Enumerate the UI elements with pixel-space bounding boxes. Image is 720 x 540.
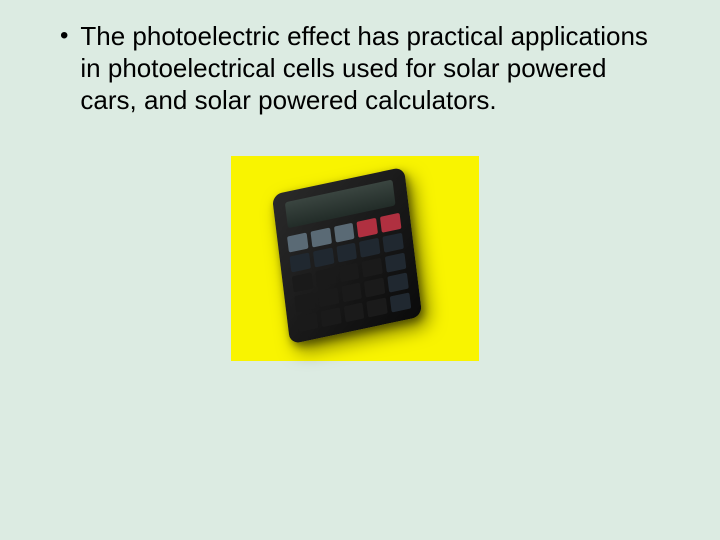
calc-key xyxy=(380,212,401,232)
bullet-text: The photoelectric effect has practical a… xyxy=(80,20,660,116)
calc-key xyxy=(343,302,364,322)
calc-key xyxy=(334,222,355,242)
calc-key xyxy=(320,307,341,327)
calc-key xyxy=(364,277,385,297)
image-area xyxy=(50,156,660,361)
calc-key xyxy=(315,267,336,287)
calc-key xyxy=(318,287,339,307)
calc-key xyxy=(297,312,318,332)
calc-key xyxy=(387,272,408,292)
bullet-marker: • xyxy=(60,20,68,52)
calc-key xyxy=(359,237,380,257)
calc-key xyxy=(383,232,404,252)
calculator-image xyxy=(231,156,479,361)
slide: • The photoelectric effect has practical… xyxy=(0,0,720,540)
calc-key xyxy=(385,252,406,272)
calc-key xyxy=(313,247,334,267)
calculator-graphic xyxy=(272,163,438,354)
calc-key xyxy=(294,292,315,312)
calc-key xyxy=(292,272,313,292)
calc-key xyxy=(367,297,388,317)
calc-key xyxy=(287,232,308,252)
bullet-item: • The photoelectric effect has practical… xyxy=(50,20,660,116)
calc-key xyxy=(310,227,331,247)
calc-key xyxy=(341,282,362,302)
calc-key xyxy=(336,242,357,262)
calc-key xyxy=(362,257,383,277)
calc-key xyxy=(338,262,359,282)
calc-key xyxy=(289,252,310,272)
calc-key xyxy=(357,217,378,237)
calc-key xyxy=(390,292,411,312)
